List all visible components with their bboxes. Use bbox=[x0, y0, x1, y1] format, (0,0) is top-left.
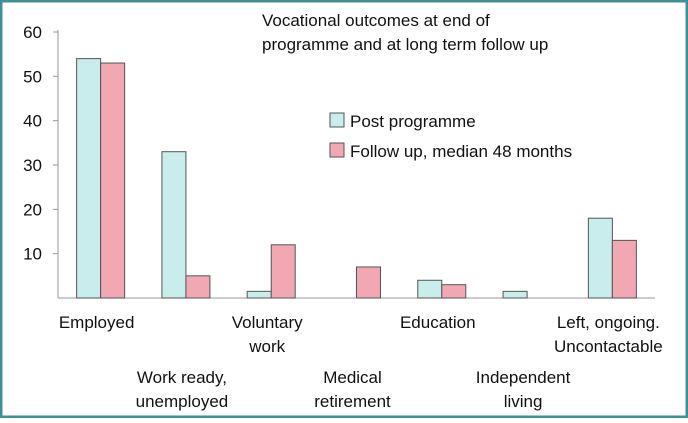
x-tick-label: Left, ongoing. Uncontactable bbox=[554, 313, 663, 356]
bar bbox=[611, 239, 637, 299]
chart-title: Vocational outcomes at end of programme a… bbox=[262, 11, 548, 54]
bar bbox=[502, 290, 528, 299]
bar bbox=[185, 275, 211, 299]
y-tick-label: 40 bbox=[23, 112, 42, 131]
legend-swatch bbox=[329, 142, 345, 158]
y-tick-label: 10 bbox=[23, 245, 42, 264]
x-tick-label: Medical retirement bbox=[314, 368, 391, 411]
legend-swatch bbox=[329, 112, 345, 128]
bar bbox=[246, 290, 272, 299]
legend-label: Follow up, median 48 months bbox=[350, 142, 572, 161]
bar bbox=[161, 151, 187, 299]
x-tick-label: Work ready, unemployed bbox=[136, 368, 229, 411]
x-tick-label: Voluntary work bbox=[232, 313, 303, 356]
x-tick-label: Education bbox=[400, 313, 476, 332]
y-tick-label: 20 bbox=[23, 200, 42, 219]
bar bbox=[76, 58, 102, 299]
y-tick-label: 30 bbox=[23, 156, 42, 175]
x-tick-label: Employed bbox=[59, 313, 135, 332]
bar bbox=[587, 217, 613, 299]
bar bbox=[441, 284, 467, 299]
bar bbox=[417, 279, 443, 299]
y-tick-label: 50 bbox=[23, 67, 42, 86]
bar bbox=[270, 244, 296, 299]
legend-label: Post programme bbox=[350, 112, 476, 131]
y-tick-label: 60 bbox=[23, 23, 42, 42]
x-tick-label: Independent living bbox=[476, 368, 571, 411]
bar bbox=[356, 266, 381, 299]
bar bbox=[100, 62, 126, 299]
